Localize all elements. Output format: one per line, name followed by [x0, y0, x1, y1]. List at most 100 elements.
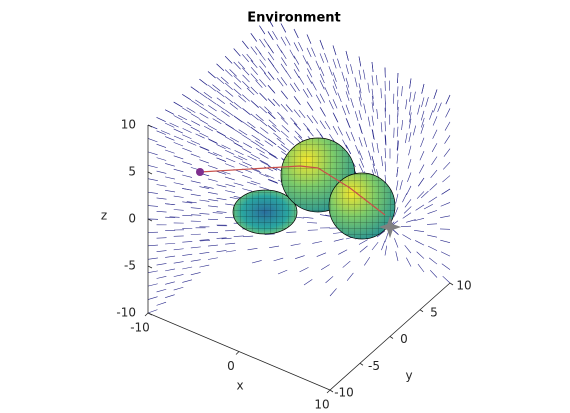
arrow — [237, 61, 246, 70]
arrow — [199, 146, 210, 152]
arrow — [225, 203, 236, 206]
arrow — [358, 110, 362, 120]
arrow — [247, 121, 256, 129]
arrow — [199, 264, 210, 268]
arrow — [224, 109, 234, 116]
arrow — [312, 241, 323, 244]
arrow — [216, 197, 227, 201]
arrow — [242, 174, 252, 179]
arrow — [332, 58, 337, 69]
arrow — [242, 161, 252, 167]
arrow — [289, 83, 297, 93]
arrow — [255, 80, 263, 88]
arrow — [216, 103, 225, 111]
arrow — [165, 189, 176, 193]
arrow — [342, 260, 351, 268]
arrow — [440, 251, 451, 257]
arrow — [306, 88, 313, 97]
arrow — [233, 182, 244, 186]
arrow — [332, 232, 343, 234]
arrow — [442, 175, 451, 183]
arrow — [306, 61, 312, 71]
arrow — [384, 134, 386, 145]
arrow — [298, 42, 304, 52]
arrow — [333, 79, 338, 89]
arrow — [293, 69, 300, 78]
arrow — [440, 215, 451, 218]
y-tick-label: -10 — [334, 386, 354, 400]
arrow — [395, 251, 399, 262]
arrow — [264, 233, 275, 235]
arrow — [250, 86, 259, 95]
x-tick — [326, 389, 331, 394]
arrow — [251, 134, 261, 141]
arrow — [429, 110, 434, 120]
arrow — [186, 107, 196, 113]
arrow — [173, 182, 184, 185]
arrow — [199, 159, 209, 164]
arrow — [325, 276, 334, 284]
arrow — [203, 185, 214, 189]
arrow — [207, 71, 216, 79]
arrow — [225, 250, 236, 253]
arrow — [251, 260, 262, 264]
arrow — [242, 121, 251, 128]
arrow — [397, 86, 399, 97]
arrow — [173, 168, 184, 173]
arrow — [190, 272, 201, 276]
arrow — [345, 91, 350, 101]
arrow — [156, 143, 167, 148]
arrow — [429, 183, 438, 191]
arrow — [280, 36, 287, 46]
x-tick — [235, 351, 240, 355]
arrow — [259, 153, 269, 159]
arrow — [367, 116, 371, 127]
arrow — [221, 144, 231, 150]
arrow — [173, 101, 183, 108]
arrow — [199, 119, 209, 125]
arrow — [199, 199, 210, 202]
arrow — [269, 245, 280, 249]
arrow — [263, 72, 271, 81]
arrow — [238, 155, 248, 161]
y-tick — [419, 309, 424, 313]
arrow — [293, 82, 300, 92]
arrow — [182, 201, 193, 204]
arrow — [376, 75, 378, 86]
arrow — [358, 96, 362, 107]
arrow — [384, 148, 386, 159]
arrow — [160, 130, 171, 135]
arrow — [397, 72, 399, 84]
arrow — [178, 114, 188, 121]
arrow — [408, 132, 412, 143]
arrow — [412, 125, 417, 136]
arrow — [280, 144, 290, 151]
arrow — [328, 66, 333, 76]
arrow — [306, 222, 318, 224]
arrow — [165, 242, 176, 245]
arrow — [329, 288, 337, 297]
arrow — [294, 130, 303, 139]
z-tick-label: 5 — [128, 165, 136, 179]
arrow — [199, 186, 210, 189]
arrow — [267, 84, 275, 93]
arrow — [345, 104, 350, 115]
arrow — [165, 203, 176, 206]
arrow — [259, 38, 266, 48]
arrow — [255, 46, 262, 55]
arrow — [345, 50, 349, 61]
arrow — [216, 117, 226, 124]
arrow — [371, 95, 374, 106]
arrow — [281, 57, 287, 67]
arrow — [277, 111, 285, 120]
arrow — [384, 245, 388, 256]
arrow — [203, 125, 214, 132]
arrow — [207, 138, 218, 144]
arrow — [259, 173, 269, 178]
arrow — [409, 112, 412, 123]
y-tick-label: 10 — [456, 279, 471, 293]
z-tick-label: -10 — [116, 306, 136, 320]
arrow — [225, 183, 236, 187]
arrow — [408, 118, 412, 129]
arrow — [358, 239, 368, 245]
